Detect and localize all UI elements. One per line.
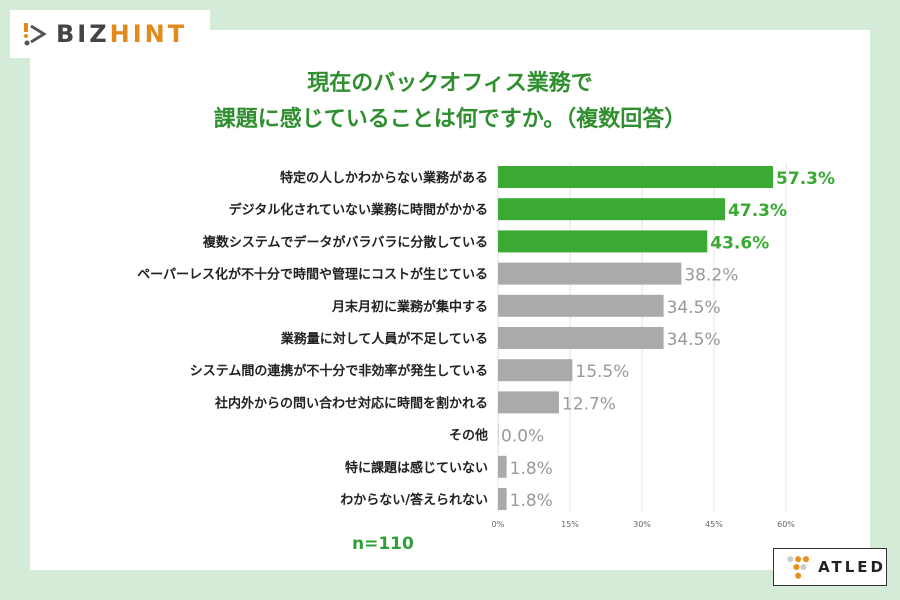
bar (498, 230, 708, 253)
x-tick-label: 60% (777, 520, 795, 529)
atled-logo-icon (787, 556, 810, 579)
bar (498, 166, 774, 188)
bar (498, 391, 559, 414)
data-label: 47.3% (728, 201, 787, 221)
data-label: 1.8% (510, 459, 553, 479)
chart-card (30, 30, 870, 570)
bar (498, 294, 664, 317)
bar (498, 455, 507, 478)
category-label: システム間の連携が不十分で非効率が発生している (190, 363, 488, 379)
bizhint-logo: BIZ HINT (10, 10, 210, 58)
title-line-1: 現在のバックオフィス業務で (307, 71, 593, 96)
data-label: 34.5% (667, 330, 721, 350)
data-label: 0.0% (501, 427, 544, 447)
category-label: 特に課題は感じていない (345, 460, 488, 476)
data-label: 34.5% (667, 298, 721, 318)
data-label: 38.2% (684, 266, 738, 286)
x-tick-label: 0% (492, 520, 505, 529)
bar (498, 423, 499, 446)
chart-title: 現在のバックオフィス業務で 課題に感じていることは何ですか。（複数回答） (0, 66, 900, 138)
logo-text-biz: BIZ (56, 20, 110, 48)
category-label: 業務量に対して人員が不足している (280, 331, 488, 347)
atled-text: ATLED (818, 558, 886, 576)
bar (498, 327, 664, 349)
x-tick-label: 45% (705, 520, 723, 529)
data-label: 43.6% (710, 233, 769, 253)
logo-text-hint: HINT (109, 20, 188, 48)
category-label: 複数システムでデータがバラバラに分散している (202, 234, 488, 250)
category-label: わからない/答えられない (340, 492, 488, 508)
category-label: 特定の人しかわからない業務がある (280, 170, 488, 186)
x-tick-label: 15% (561, 520, 579, 529)
data-label: 12.7% (562, 394, 616, 414)
bar (498, 488, 507, 510)
category-label: デジタル化されていない業務に時間がかかる (229, 202, 488, 218)
bizhint-logo-icon (24, 23, 47, 46)
data-label: 1.8% (510, 491, 553, 511)
bar (498, 262, 682, 285)
x-tick-label: 30% (633, 520, 651, 529)
category-label: 月末月初に業務が集中する (331, 299, 488, 315)
atled-logo: ATLED (773, 548, 887, 586)
data-label: 57.3% (776, 169, 835, 189)
category-label: ペーパーレス化が不十分で時間や管理にコストが生じている (137, 267, 488, 283)
data-label: 15.5% (575, 362, 629, 382)
category-label: 社内外からの問い合わせ対応に時間を割かれる (214, 395, 488, 411)
sample-size: n=110 (352, 534, 414, 554)
bar (498, 198, 726, 221)
title-line-2: 課題に感じていることは何ですか。（複数回答） (213, 107, 687, 132)
bar (498, 359, 573, 382)
category-label: その他 (449, 428, 488, 444)
